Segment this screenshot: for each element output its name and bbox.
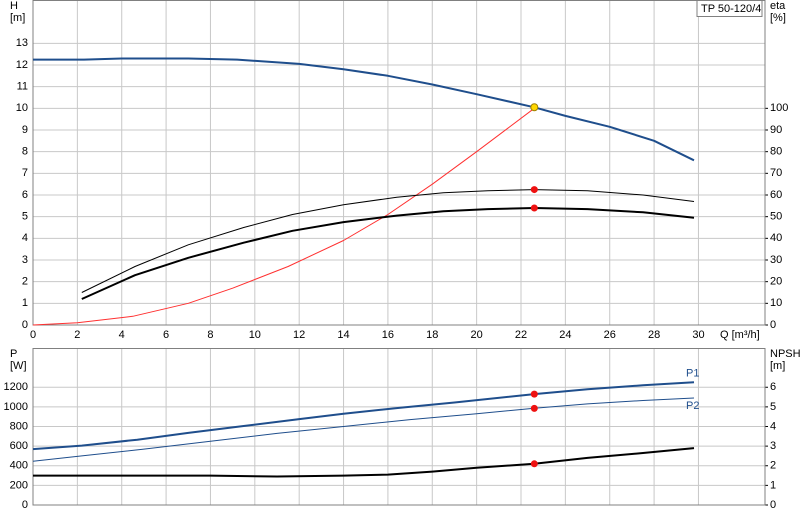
operating-point (530, 103, 539, 112)
y2-tick-label: 0 (770, 499, 776, 511)
y-axis-unit: [m] (10, 12, 25, 24)
y2-tick-label: 80 (770, 146, 782, 158)
y-tick-label: 3 (22, 254, 28, 266)
y2-tick-label: 60 (770, 189, 782, 201)
y-tick-label: 12 (16, 59, 28, 71)
y-tick-label: 7 (22, 167, 28, 179)
y-axis-unit: [W] (10, 360, 27, 372)
x-tick-label: 30 (692, 329, 704, 341)
y-tick-label: 11 (17, 81, 28, 93)
y-tick-label: 4 (22, 232, 28, 244)
y2-tick-label: 40 (770, 232, 782, 244)
curve (32, 107, 535, 326)
y-tick-label: 0 (22, 499, 28, 511)
y-tick-label: 2 (22, 276, 28, 288)
y-tick-label: 10 (16, 102, 28, 114)
y2-axis-unit: [m] (770, 360, 785, 372)
curve (32, 397, 695, 462)
x-tick-label: 8 (207, 329, 213, 341)
y2-tick-label: 70 (770, 167, 782, 179)
operating-point (530, 460, 538, 468)
y2-tick-label: 50 (770, 211, 782, 223)
y-tick-label: 200 (10, 479, 28, 491)
plot-frame (32, 348, 766, 506)
y2-tick-label: 3 (770, 440, 776, 452)
y2-axis-unit: [%] (770, 12, 786, 24)
y-tick-label: 800 (10, 420, 28, 432)
y-tick-label: 400 (10, 460, 28, 472)
y2-tick-label: 30 (770, 254, 782, 266)
x-tick-label: 10 (249, 329, 261, 341)
y2-tick-label: 0 (770, 319, 776, 331)
y-tick-label: 6 (22, 189, 28, 201)
x-axis-label: Q [m³/h] (720, 329, 760, 341)
y2-tick-label: 10 (770, 297, 782, 309)
y2-tick-label: 1 (770, 479, 776, 491)
x-tick-label: 28 (648, 329, 660, 341)
y-tick-label: 1 (22, 297, 28, 309)
x-tick-label: 14 (337, 329, 349, 341)
y-tick-label: 1200 (4, 381, 28, 393)
annotation: TP 50-120/4 (701, 3, 761, 15)
x-tick-label: 24 (559, 329, 571, 341)
y-tick-label: 600 (10, 440, 28, 452)
operating-point (530, 390, 538, 398)
x-tick-label: 12 (293, 329, 305, 341)
y-tick-label: 5 (22, 211, 28, 223)
y-axis-label: H (10, 0, 18, 12)
y2-tick-label: 5 (770, 401, 776, 413)
y2-tick-label: 6 (770, 381, 776, 393)
curve (33, 57, 695, 162)
x-tick-label: 22 (515, 329, 527, 341)
y-tick-label: 13 (16, 37, 28, 49)
plot-frame (32, 0, 766, 326)
series-label: P1 (686, 367, 699, 379)
y2-tick-label: 20 (770, 276, 782, 288)
y-axis-label: P (10, 348, 17, 360)
curve (32, 381, 695, 451)
x-tick-label: 20 (471, 329, 483, 341)
y-tick-label: 9 (22, 124, 28, 136)
operating-point (530, 204, 538, 212)
curve (81, 207, 695, 300)
y2-axis-label: NPSH (770, 348, 800, 360)
y2-tick-label: 90 (770, 124, 782, 136)
series-label: P2 (686, 400, 699, 412)
y-tick-label: 1000 (4, 401, 28, 413)
y-tick-label: 8 (22, 146, 28, 158)
x-tick-label: 4 (119, 329, 125, 341)
operating-point (530, 186, 538, 194)
x-tick-label: 2 (74, 329, 80, 341)
curve (81, 189, 695, 293)
y2-tick-label: 2 (770, 460, 776, 472)
x-tick-label: 16 (382, 329, 394, 341)
curve (33, 447, 695, 478)
y-tick-label: 0 (22, 319, 28, 331)
annotation-box (696, 0, 763, 17)
x-tick-label: 18 (426, 329, 438, 341)
y2-tick-label: 100 (770, 102, 788, 114)
y2-axis-label: eta (770, 0, 786, 12)
y2-tick-label: 4 (770, 420, 776, 432)
x-tick-label: 26 (604, 329, 616, 341)
x-tick-label: 0 (30, 329, 36, 341)
operating-point (530, 404, 538, 412)
x-tick-label: 6 (163, 329, 169, 341)
